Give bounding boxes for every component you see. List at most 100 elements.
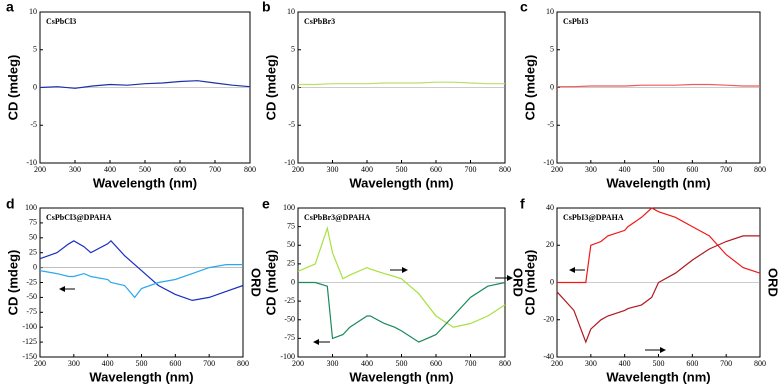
x-tick-label: 600 (430, 165, 442, 174)
y-tick-label: 0 (550, 277, 554, 286)
y-tick-label: 0 (33, 82, 37, 91)
y-tick-label: 100 (25, 203, 37, 212)
y-tick-label: -75 (26, 307, 37, 316)
x-tick-label: 500 (653, 359, 665, 368)
x-tick-label: 800 (754, 359, 766, 368)
panel-label: d (6, 196, 15, 212)
annotation: CsPbI3 (563, 17, 588, 26)
y-tick-label: -10 (543, 158, 554, 167)
x-tick-label: 800 (237, 359, 249, 368)
x-tick-label: 400 (361, 359, 373, 368)
x-tick-label: 700 (209, 165, 221, 174)
annotation: CsPbBr3 (304, 17, 335, 26)
y-tick-label: -5 (288, 120, 295, 129)
x-tick-label: 500 (653, 165, 665, 174)
y-tick-label: 100 (283, 203, 295, 212)
annotation: CsPbCl3 (46, 17, 76, 26)
data-line (557, 83, 760, 88)
panel-label: c (520, 0, 528, 15)
y-tick-label: -25 (26, 277, 37, 286)
y-axis-label: CD (mdeg) (5, 250, 20, 316)
x-tick-label: 800 (754, 165, 766, 174)
x-tick-label: 200 (551, 165, 563, 174)
y-tick-label: 5 (33, 45, 37, 54)
x-tick-label: 200 (34, 359, 46, 368)
y-tick-label: -50 (26, 292, 37, 301)
y-tick-label: -100 (22, 322, 37, 331)
y-tick-label: -10 (26, 158, 37, 167)
x-tick-label: 600 (430, 359, 442, 368)
y-tick-label: 50 (29, 233, 37, 242)
y-tick-label: 40 (546, 203, 554, 212)
data-line (39, 80, 251, 89)
x-tick-label: 400 (102, 359, 114, 368)
y-tick-label: 10 (287, 7, 295, 16)
y-tick-label: 0 (33, 262, 37, 271)
y-tick-label: -100 (280, 352, 295, 361)
data-line (39, 239, 244, 302)
x-axis-label: Wavelength (nm) (606, 175, 710, 190)
x-tick-label: 300 (327, 359, 339, 368)
x-tick-label: 600 (174, 165, 186, 174)
y-axis-label: CD (mdeg) (5, 55, 20, 121)
y-axis-label: CD (mdeg) (522, 55, 537, 121)
x-tick-label: 500 (396, 359, 408, 368)
x-tick-label: 700 (720, 359, 732, 368)
x-tick-label: 500 (396, 165, 408, 174)
y-tick-label: 25 (287, 259, 295, 268)
x-tick-label: 700 (720, 165, 732, 174)
x-tick-label: 800 (244, 165, 256, 174)
x-tick-label: 500 (139, 165, 151, 174)
x-tick-label: 300 (68, 359, 80, 368)
x-tick-label: 300 (585, 359, 597, 368)
x-tick-label: 200 (292, 359, 304, 368)
y-axis-label: CD (mdeg) (263, 55, 278, 121)
y-tick-label: -25 (284, 296, 295, 305)
y-tick-label: 20 (546, 240, 554, 249)
y-tick-label: 75 (29, 218, 37, 227)
x-tick-label: 200 (292, 165, 304, 174)
x-tick-label: 400 (361, 165, 373, 174)
y-tick-label: 50 (287, 240, 295, 249)
x-axis-label: Wavelength (nm) (349, 175, 453, 190)
y-tick-label: -40 (543, 352, 554, 361)
x-axis-label: Wavelength (nm) (89, 369, 193, 384)
x-tick-label: 700 (465, 165, 477, 174)
annotation: CsPbI3@DPAHA (563, 213, 624, 222)
data-line (557, 207, 761, 284)
x-tick-label: 600 (686, 165, 698, 174)
y-tick-label: -75 (284, 333, 295, 342)
x-tick-label: 400 (104, 165, 116, 174)
panel-label: b (262, 0, 271, 15)
x-tick-label: 500 (136, 359, 148, 368)
x-tick-label: 300 (327, 165, 339, 174)
x-tick-label: 300 (585, 165, 597, 174)
x-tick-label: 700 (203, 359, 215, 368)
y-tick-label: 25 (29, 248, 37, 257)
x-tick-label: 800 (499, 165, 511, 174)
y-axis-label: CD (mdeg) (263, 250, 278, 316)
y-tick-label: 10 (546, 7, 554, 16)
y-tick-label: 75 (287, 221, 295, 230)
x-axis-label: Wavelength (nm) (93, 175, 197, 190)
x-tick-label: 800 (499, 359, 511, 368)
y2-axis-label: ORD (766, 268, 780, 297)
x-tick-label: 200 (34, 165, 46, 174)
data-line (556, 235, 760, 344)
x-tick-label: 600 (169, 359, 181, 368)
panel-label: a (6, 0, 14, 15)
x-tick-label: 300 (69, 165, 81, 174)
annotation: CsPbBr3@DPAHA (304, 213, 371, 222)
y-tick-label: 10 (29, 7, 37, 16)
x-tick-label: 700 (465, 359, 477, 368)
annotation: CsPbCl3@DPAHA (46, 213, 112, 222)
y-tick-label: 0 (291, 277, 295, 286)
y-tick-label: 5 (550, 45, 554, 54)
y-tick-label: -20 (543, 315, 554, 324)
x-axis-label: Wavelength (nm) (606, 369, 710, 384)
x-axis-label: Wavelength (nm) (349, 369, 453, 384)
y-tick-label: -125 (22, 337, 37, 346)
y-tick-label: 0 (291, 82, 295, 91)
data-line (298, 81, 505, 86)
